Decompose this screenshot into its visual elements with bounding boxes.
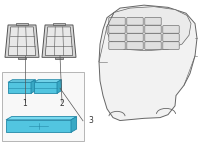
FancyBboxPatch shape: [163, 34, 179, 41]
Polygon shape: [34, 82, 57, 93]
FancyBboxPatch shape: [145, 26, 161, 33]
FancyBboxPatch shape: [109, 34, 125, 41]
FancyBboxPatch shape: [145, 17, 161, 25]
Polygon shape: [6, 120, 71, 132]
Polygon shape: [8, 80, 35, 82]
FancyBboxPatch shape: [53, 23, 65, 25]
FancyBboxPatch shape: [145, 42, 161, 49]
FancyBboxPatch shape: [109, 17, 125, 25]
Polygon shape: [34, 80, 61, 82]
FancyBboxPatch shape: [16, 23, 28, 25]
Polygon shape: [8, 82, 31, 93]
Text: 3: 3: [89, 116, 93, 125]
Polygon shape: [107, 7, 191, 51]
FancyBboxPatch shape: [163, 42, 179, 49]
FancyBboxPatch shape: [109, 42, 125, 49]
Polygon shape: [8, 27, 36, 55]
Text: 1: 1: [23, 99, 27, 108]
Polygon shape: [45, 27, 73, 55]
FancyBboxPatch shape: [18, 57, 26, 59]
Polygon shape: [6, 117, 77, 120]
Polygon shape: [5, 25, 39, 57]
FancyBboxPatch shape: [127, 26, 143, 33]
FancyBboxPatch shape: [55, 57, 63, 59]
FancyBboxPatch shape: [127, 34, 143, 41]
FancyBboxPatch shape: [163, 26, 179, 33]
FancyBboxPatch shape: [2, 72, 84, 141]
Polygon shape: [71, 117, 77, 132]
FancyBboxPatch shape: [145, 34, 161, 41]
FancyBboxPatch shape: [127, 42, 143, 49]
Polygon shape: [42, 25, 76, 57]
FancyBboxPatch shape: [109, 26, 125, 33]
FancyBboxPatch shape: [127, 17, 143, 25]
Text: 2: 2: [60, 99, 64, 108]
Polygon shape: [31, 80, 35, 93]
Polygon shape: [57, 80, 61, 93]
Polygon shape: [99, 5, 197, 121]
